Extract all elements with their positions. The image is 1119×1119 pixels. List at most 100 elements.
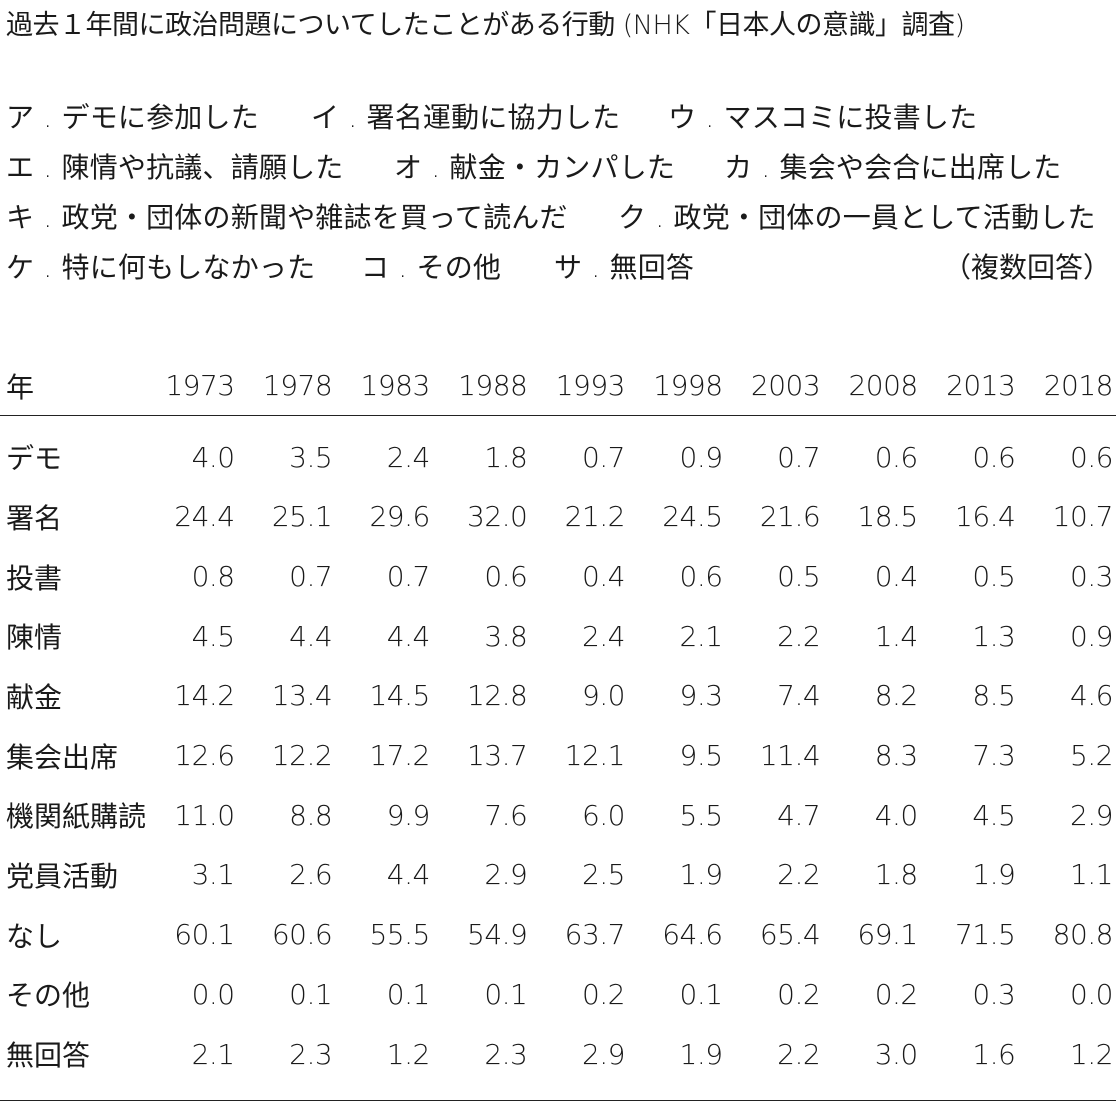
table-cell: 3.8 [484, 619, 528, 653]
table-cell: 9.5 [679, 739, 724, 773]
table-cell: 17.2 [369, 739, 430, 773]
table-cell: 9.3 [679, 679, 724, 713]
table-cell: 2.2 [777, 858, 821, 892]
table-cell: 21.2 [564, 500, 626, 534]
table-cell: 11.0 [174, 798, 235, 832]
table-cell: 7.4 [777, 679, 821, 713]
table-row: 署名 24.4 25.1 29.6 32.0 21.2 24.5 21.6 18.5 16.4 10… [0, 487, 1116, 547]
table-cell: 4.0 [874, 798, 919, 832]
table-cell: 0.5 [777, 560, 821, 594]
table-cell: 12.6 [174, 739, 235, 773]
table-cell: 4.4 [386, 619, 431, 653]
table-cell: 1.2 [1069, 1037, 1114, 1071]
row-label: 党員活動 [6, 859, 119, 893]
table-cell: 9.9 [386, 798, 431, 832]
legend-item-u: ウ . マスコミに投書した [668, 101, 978, 134]
table-row: その他 0.0 0.1 0.1 0.1 0.2 0.1 0.2 0.2 0.3 0.0 [0, 965, 1116, 1025]
table-cell: 25.1 [271, 500, 333, 534]
year-header: 1978 [237, 357, 336, 416]
table-cell: 71.5 [955, 918, 1016, 952]
table-cell: 12.8 [467, 679, 528, 713]
table-cell: 2.4 [581, 619, 626, 653]
table-cell: 0.7 [777, 440, 821, 474]
year-header: 1988 [432, 357, 531, 416]
table-row: 集会出席 12.6 12.2 17.2 13.7 12.1 9.5 11.4 8.3 7.3 5.2 [0, 726, 1116, 786]
table-cell: 2.2 [777, 619, 821, 653]
table-cell: 0.2 [777, 977, 821, 1011]
year-header: 1993 [530, 357, 628, 416]
table-cell: 14.2 [174, 679, 235, 713]
table-cell: 2.6 [289, 858, 333, 892]
table-cell: 1.1 [1069, 858, 1114, 892]
table-cell: 2.2 [777, 1037, 821, 1071]
table-cell: 1.8 [484, 440, 528, 474]
table-cell: 60.1 [174, 918, 235, 952]
row-label: 署名 [6, 501, 63, 535]
table-cell: 0.1 [484, 977, 528, 1011]
legend-row-1: ア . デモに参加した イ . 署名運動に協力した ウ . マスコミに投書した [6, 98, 1006, 138]
table-row: 機関紙購読 11.0 8.8 9.9 7.6 6.0 5.5 4.7 4.0 4.5 2.9 [0, 785, 1116, 845]
table-cell: 11.4 [759, 739, 821, 773]
table-cell: 2.9 [581, 1037, 626, 1071]
table-cell: 0.2 [874, 977, 919, 1011]
table-cell: 13.7 [467, 739, 528, 773]
table-cell: 9.0 [581, 679, 626, 713]
table-row: 投書 0.8 0.7 0.7 0.6 0.4 0.6 0.5 0.4 0.5 0.3 [0, 547, 1116, 607]
legend-item-a: ア . デモに参加した [6, 101, 259, 134]
table-cell: 12.2 [271, 739, 333, 773]
table-cell: 18.5 [857, 500, 918, 534]
row-label: 無回答 [6, 1039, 91, 1073]
table-cell: 0.8 [191, 560, 236, 594]
row-label: 集会出席 [6, 740, 119, 774]
table-cell: 2.3 [289, 1037, 333, 1071]
row-label: 投書 [6, 561, 63, 595]
table-cell: 0.5 [972, 560, 1016, 594]
legend-item-i: イ . 署名運動に協力した [311, 101, 621, 134]
year-header: 2008 [823, 357, 921, 416]
table-cell: 4.0 [191, 440, 236, 474]
table-cell: 4.5 [972, 798, 1016, 832]
table-cell: 5.2 [1069, 739, 1114, 773]
table-cell: 0.4 [874, 560, 919, 594]
table-cell: 0.4 [581, 560, 626, 594]
table-cell: 0.7 [289, 560, 333, 594]
table-cell: 1.4 [874, 619, 919, 653]
legend-item-ku: ク . 政党・団体の一員として活動した [618, 201, 1096, 234]
table-cell: 0.6 [874, 440, 919, 474]
table-cell: 1.9 [679, 1037, 724, 1071]
table-cell: 1.9 [679, 858, 724, 892]
table-cell: 4.5 [191, 619, 236, 653]
legend-item-sa: サ . 無回答 [554, 251, 695, 284]
table-cell: 0.0 [191, 977, 236, 1011]
year-header: 1983 [335, 357, 433, 416]
table-cell: 2.4 [386, 440, 431, 474]
table-cell: 0.1 [386, 977, 431, 1011]
table-cell: 6.0 [581, 798, 626, 832]
table-row: 無回答 2.1 2.3 1.2 2.3 2.9 1.9 2.2 3.0 1.6 1.2 [0, 1024, 1116, 1084]
table-row: 党員活動 3.1 2.6 4.4 2.9 2.5 1.9 2.2 1.8 1.9 1.1 [0, 845, 1116, 905]
row-label: その他 [6, 979, 91, 1013]
table-cell: 80.8 [1052, 918, 1114, 952]
table-cell: 10.7 [1052, 500, 1114, 534]
year-header: 2013 [920, 357, 1019, 416]
table-cell: 0.0 [1069, 977, 1114, 1011]
row-label: 機関紙購読 [6, 800, 147, 834]
table-cell: 0.3 [1069, 560, 1114, 594]
table-cell: 8.8 [289, 798, 333, 832]
table-cell: 1.6 [972, 1037, 1016, 1071]
table-cell: 0.2 [581, 977, 626, 1011]
table-cell: 64.6 [662, 918, 723, 952]
legend-row-4: ケ . 特に何もしなかった コ . その他 サ . 無回答 （複数回答） [6, 248, 1111, 288]
table-cell: 24.4 [174, 500, 235, 534]
table-cell: 2.9 [1069, 798, 1114, 832]
table-cell: 16.4 [955, 500, 1016, 534]
year-header: 1998 [627, 357, 726, 416]
table-cell: 60.6 [271, 918, 333, 952]
table-cell: 4.7 [777, 798, 821, 832]
table-body: デモ 4.0 3.5 2.4 1.8 0.7 0.9 0.7 0.6 0.6 0.6 署名 24.4 25… [0, 415, 1116, 1084]
multiple-answer-note: （複数回答） [942, 251, 1111, 284]
table-cell: 2.3 [484, 1037, 528, 1071]
table-cell: 1.9 [972, 858, 1016, 892]
table-cell: 0.7 [581, 440, 626, 474]
